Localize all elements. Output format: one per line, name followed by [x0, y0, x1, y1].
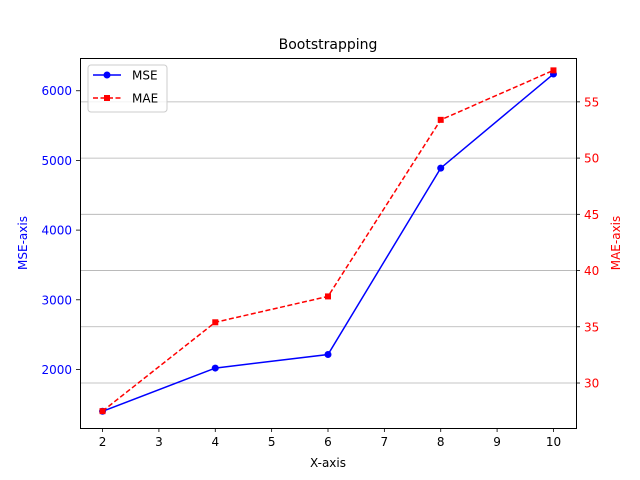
right-y-tick-label: 45 — [584, 208, 599, 222]
left-y-axis-label: MSE-axis — [16, 216, 30, 270]
x-tick-label: 6 — [324, 435, 332, 449]
left-y-tick-label: 5000 — [41, 154, 72, 168]
left-y-tick-label: 6000 — [41, 84, 72, 98]
x-tick-label: 4 — [211, 435, 219, 449]
plot-frame — [80, 58, 577, 429]
x-tick-label: 8 — [437, 435, 445, 449]
x-axis-label: X-axis — [310, 456, 346, 470]
right-y-tick-label: 30 — [584, 377, 599, 391]
right-y-axis: 30 35 40 45 50 55 — [576, 95, 599, 391]
x-tick-label: 7 — [381, 435, 389, 449]
data-point-mae — [212, 319, 219, 326]
data-point-mse — [211, 364, 219, 372]
x-tick-label: 5 — [268, 435, 276, 449]
series-lines — [99, 67, 557, 415]
data-point-mse — [324, 350, 332, 358]
x-tick-label: 2 — [99, 435, 107, 449]
right-y-tick-label: 40 — [584, 264, 599, 278]
grid — [80, 101, 576, 384]
data-point-mae — [550, 67, 557, 74]
right-y-tick-label: 50 — [584, 152, 599, 166]
x-tick-label: 9 — [493, 435, 501, 449]
chart-title: Bootstrapping — [279, 37, 378, 53]
legend-mse-marker — [103, 71, 111, 79]
data-point-mae — [99, 408, 106, 415]
series-line-mse — [102, 73, 554, 412]
right-y-tick-label: 35 — [584, 320, 599, 334]
x-axis: 2 3 4 5 6 7 8 9 10 — [99, 428, 561, 449]
x-tick-label: 10 — [546, 435, 561, 449]
legend: MSE MAE — [87, 64, 168, 113]
data-point-mae — [437, 116, 444, 123]
legend-mae-marker — [104, 95, 110, 101]
left-y-axis: 2000 3000 4000 5000 6000 — [41, 84, 80, 377]
left-y-tick-label: 2000 — [41, 363, 72, 377]
legend-mse-label: MSE — [132, 69, 158, 83]
x-tick-label: 3 — [155, 435, 163, 449]
data-point-mae — [325, 293, 331, 300]
left-y-tick-label: 4000 — [41, 224, 72, 238]
data-point-mse — [437, 164, 445, 172]
right-y-axis-label: MAE-axis — [609, 216, 623, 271]
left-y-tick-label: 3000 — [41, 293, 72, 307]
right-y-tick-label: 55 — [584, 95, 599, 109]
series-line-mae — [102, 69, 554, 412]
legend-mae-label: MAE — [132, 92, 158, 106]
